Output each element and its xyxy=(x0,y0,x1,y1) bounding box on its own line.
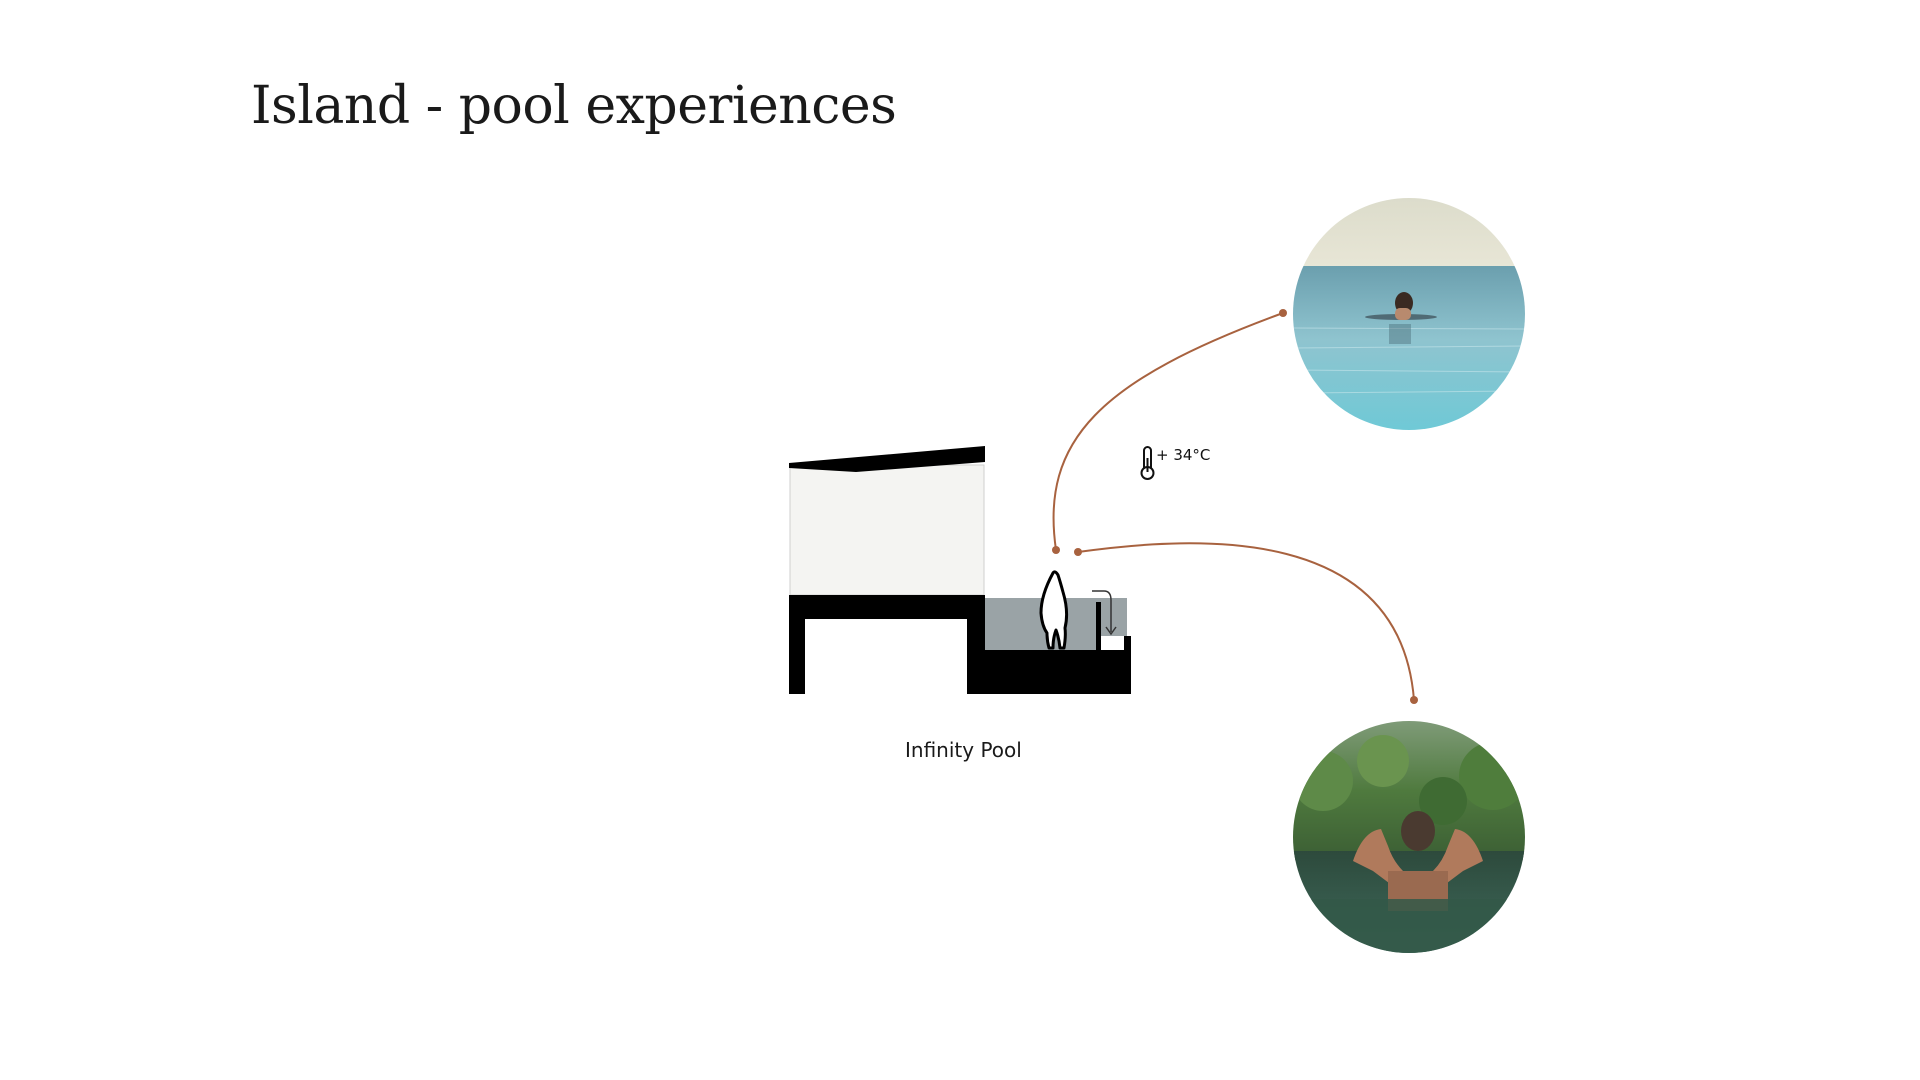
connector-to-jungle-photo xyxy=(1077,542,1415,701)
diagram-caption: Infinity Pool xyxy=(905,738,1022,762)
thermometer-icon xyxy=(1140,446,1155,480)
arrow-icon xyxy=(1092,590,1117,636)
connector-dot xyxy=(1410,696,1418,704)
connector-dot xyxy=(1279,309,1287,317)
photo-ocean-infinity-pool xyxy=(1293,198,1525,430)
connector-to-ocean-photo xyxy=(1052,312,1284,551)
connector-dot xyxy=(1074,548,1082,556)
photo-jungle-infinity-pool xyxy=(1293,721,1525,953)
cabin-roof xyxy=(789,446,985,472)
page-title: Island - pool experiences xyxy=(251,76,897,136)
cabin-support-left xyxy=(789,619,805,694)
cabin-floor-slab xyxy=(789,595,985,619)
infinity-edge-wall xyxy=(1096,602,1101,650)
connector-dot xyxy=(1052,546,1060,554)
overflow-channel-wall xyxy=(1124,636,1131,694)
pool-basin xyxy=(967,650,1130,694)
pool-overflow-water xyxy=(1099,598,1127,636)
temperature-label: + 34°C xyxy=(1156,446,1210,464)
cabin-wall xyxy=(789,464,985,596)
person-icon xyxy=(1039,570,1069,650)
